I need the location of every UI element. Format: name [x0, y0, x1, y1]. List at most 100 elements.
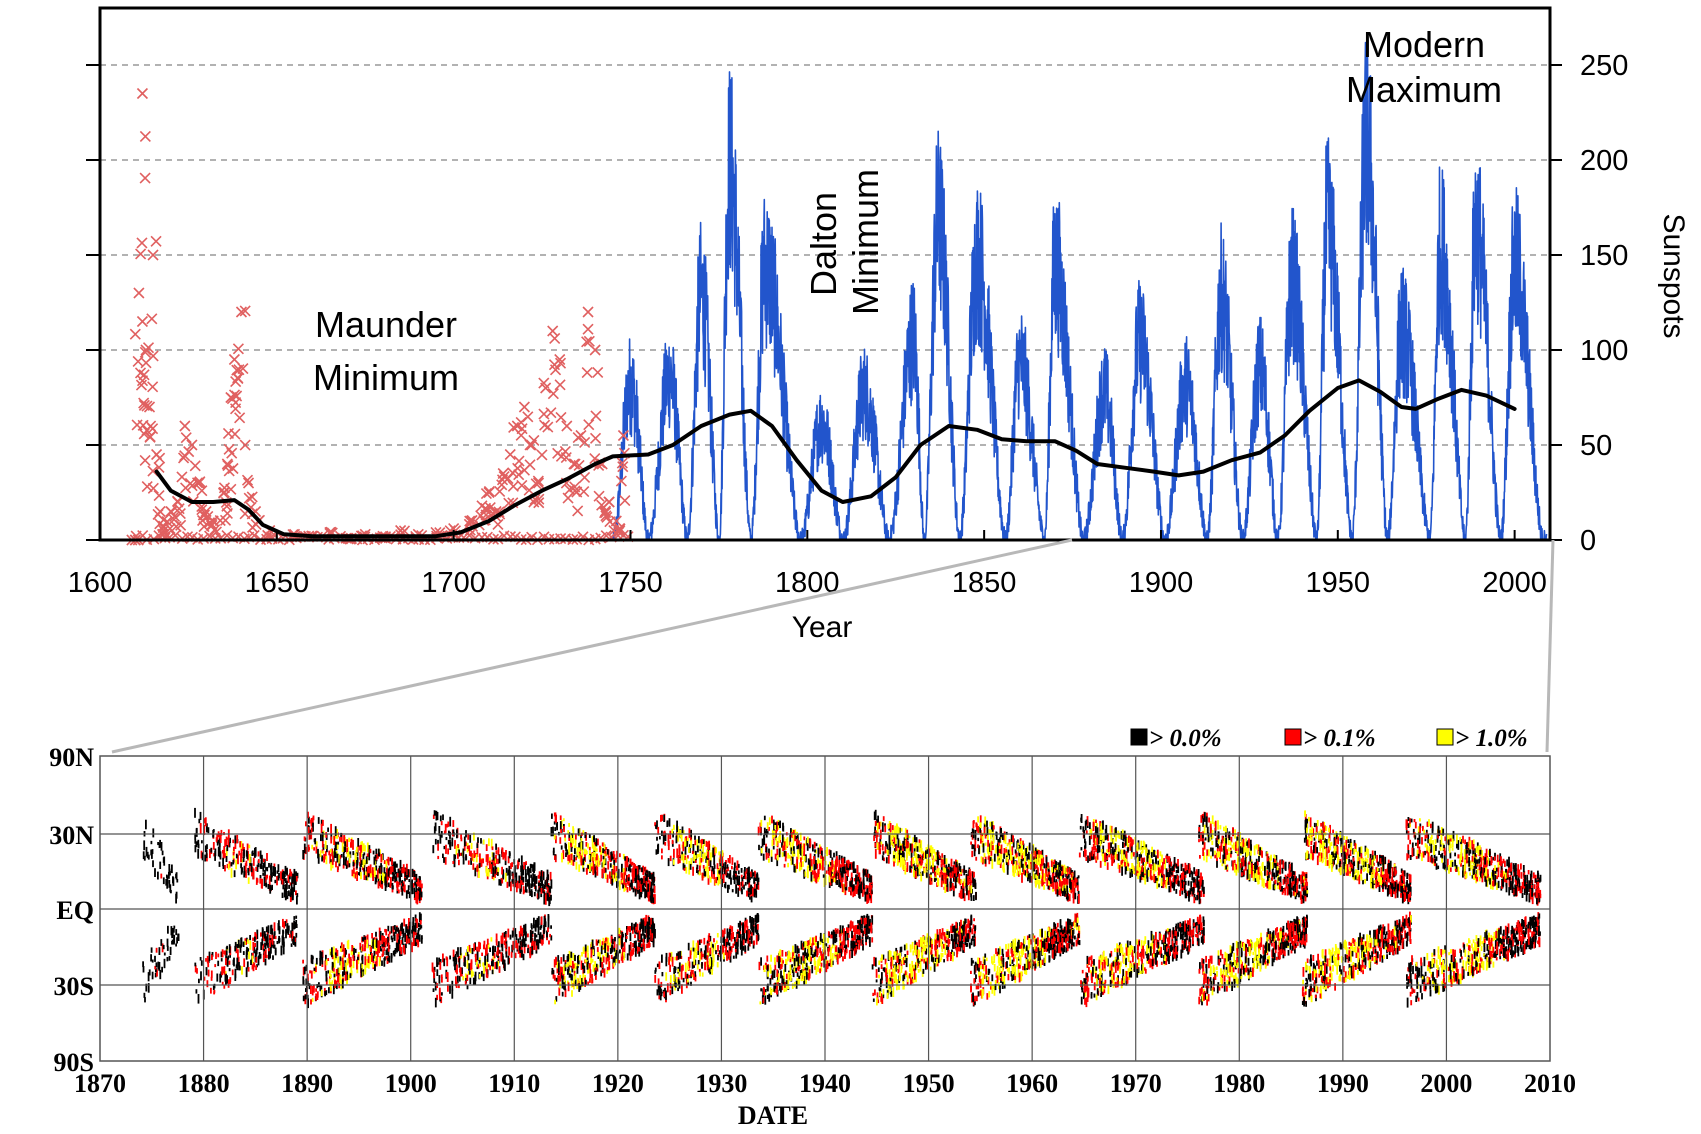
butterfly-mark: [247, 867, 250, 873]
butterfly-mark: [624, 856, 626, 861]
butterfly-mark: [674, 966, 677, 971]
observation-marker: [129, 328, 141, 340]
butterfly-mark: [389, 883, 392, 888]
butterfly-mark: [852, 861, 855, 870]
butterfly-mark: [476, 848, 479, 857]
butterfly-mark: [333, 955, 336, 963]
butterfly-mark: [510, 881, 512, 892]
butterfly-mark: [335, 842, 338, 851]
butterfly-mark: [257, 860, 260, 868]
butterfly-mark: [766, 822, 769, 830]
butterfly-mark: [250, 959, 252, 965]
butterfly-mark: [557, 975, 560, 985]
butterfly-mark: [527, 948, 529, 954]
butterfly-mark: [508, 946, 510, 956]
butterfly-mark: [585, 867, 588, 872]
butterfly-mark: [485, 866, 488, 874]
butterfly-mark: [295, 923, 298, 928]
butterfly-mark: [395, 871, 398, 881]
butterfly-mark: [586, 961, 589, 970]
butterfly-mark: [500, 879, 502, 886]
butterfly-mark: [480, 838, 482, 844]
butterfly-mark: [342, 971, 344, 977]
butterfly-mark: [205, 967, 208, 976]
butterfly-mark: [537, 926, 540, 935]
x-tick-label: 1900: [1129, 567, 1194, 599]
butterfly-mark: [504, 852, 507, 861]
butterfly-mark: [710, 941, 713, 948]
butterfly-mark: [152, 860, 154, 868]
butterfly-mark: [817, 877, 819, 882]
butterfly-mark: [436, 969, 439, 976]
butterfly-mark: [637, 875, 640, 882]
butterfly-mark: [615, 872, 618, 876]
butterfly-mark: [524, 923, 527, 933]
butterfly-mark: [571, 838, 574, 847]
butterfly-mark: [206, 844, 208, 849]
butterfly-mark: [206, 980, 209, 988]
butterfly-mark: [829, 866, 832, 877]
butterfly-mark: [517, 938, 520, 944]
butterfly-mark: [372, 850, 375, 855]
butterfly-mark: [234, 945, 237, 952]
butterfly-mark: [632, 926, 634, 934]
butterfly-mark: [151, 853, 153, 859]
butterfly-mark: [380, 867, 383, 871]
butterfly-mark: [270, 873, 273, 882]
butterfly-mark: [531, 883, 534, 887]
butterfly-mark: [685, 857, 688, 865]
butterfly-mark: [342, 944, 345, 951]
observation-marker: [144, 430, 156, 443]
butterfly-mark: [857, 889, 860, 895]
butterfly-mark: [622, 883, 624, 889]
butterfly-mark: [811, 954, 814, 958]
butterfly-mark: [790, 847, 793, 855]
butterfly-mark: [625, 882, 627, 888]
butterfly-mark: [252, 870, 255, 880]
butterfly-mark: [596, 947, 599, 952]
butterfly-mark: [263, 858, 266, 868]
butterfly-mark: [515, 882, 518, 893]
observation-marker: [139, 172, 151, 184]
butterfly-mark: [839, 939, 842, 945]
butterfly-mark: [227, 955, 230, 960]
observation-marker: [175, 519, 187, 531]
butterfly-mark: [265, 867, 267, 871]
dalton-annotation-line1: Dalton: [803, 192, 844, 296]
butterfly-mark: [804, 970, 806, 977]
butterfly-mark: [854, 868, 857, 873]
butterfly-mark: [559, 821, 562, 831]
butterfly-mark: [350, 839, 353, 848]
butterfly-mark: [536, 939, 538, 946]
butterfly-mark: [259, 875, 262, 879]
observation-marker: [617, 461, 629, 473]
observation-marker: [136, 87, 149, 100]
x-tick-label: 1700: [421, 567, 486, 599]
butterfly-mark: [146, 851, 149, 859]
butterfly-mark: [736, 876, 739, 881]
butterfly-mark: [567, 855, 570, 861]
butterfly-mark: [582, 830, 585, 835]
butterfly-mark: [730, 877, 732, 885]
butterfly-mark: [734, 941, 736, 945]
butterfly-mark: [762, 988, 765, 998]
butterfly-mark: [807, 864, 810, 869]
butterfly-mark: [171, 934, 173, 939]
butterfly-mark: [591, 862, 593, 868]
butterfly-mark: [834, 865, 837, 874]
butterfly-mark: [615, 958, 618, 963]
butterfly-mark: [396, 946, 399, 950]
butterfly-mark: [549, 871, 552, 881]
butterfly-mark: [878, 974, 880, 979]
butterfly-mark: [791, 855, 794, 865]
butterfly-mark: [465, 854, 467, 861]
butterfly-mark: [285, 929, 287, 939]
butterfly-mark: [770, 954, 772, 962]
butterfly-mark: [809, 937, 812, 946]
butterfly-mark: [142, 961, 144, 968]
y-axis-label: Sunspots: [1657, 213, 1690, 338]
butterfly-mark: [384, 928, 386, 933]
butterfly-mark: [433, 810, 436, 816]
butterfly-mark: [145, 819, 147, 830]
butterfly-mark: [836, 871, 839, 877]
